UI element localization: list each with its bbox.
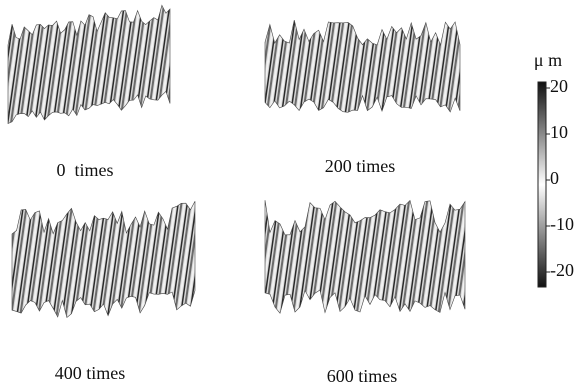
figure: 0 times 200 times 400 times 600 times μ … — [0, 0, 577, 388]
colorbar-unit: μ m — [534, 50, 562, 70]
colorbar — [538, 82, 546, 287]
panel-label: 0 times — [57, 160, 114, 180]
colorbar-tick-label: 10 — [550, 122, 568, 142]
colorbar-tick-label: 20 — [550, 76, 568, 96]
surface — [265, 20, 460, 112]
panel-label: 200 times — [325, 156, 396, 176]
colorbar-tick-label: -20 — [550, 260, 574, 280]
surface — [12, 201, 195, 317]
surface — [265, 200, 465, 313]
colorbar-tick-label: -10 — [550, 214, 574, 234]
surface — [8, 5, 170, 123]
colorbar-tick-label: 0 — [550, 168, 559, 188]
panel-label: 600 times — [327, 366, 398, 386]
panel-label: 400 times — [55, 363, 126, 383]
